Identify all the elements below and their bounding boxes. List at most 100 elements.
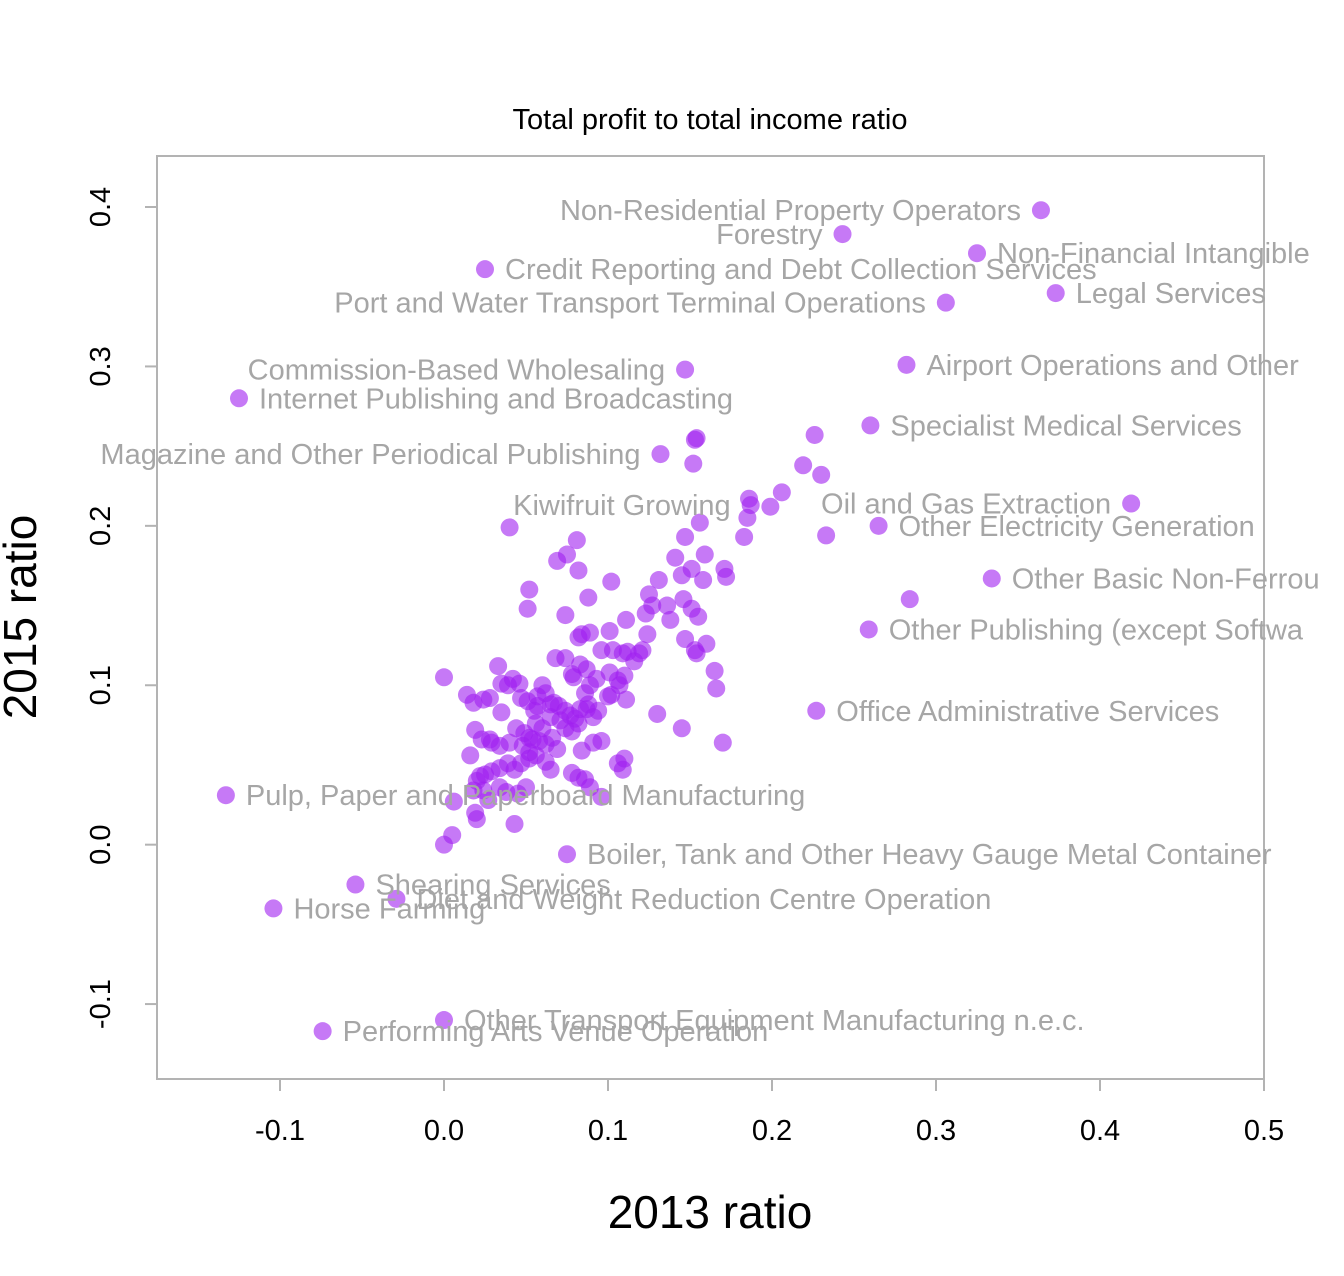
data-point <box>479 791 498 810</box>
data-point <box>689 607 708 626</box>
x-tick-label: -0.1 <box>255 1115 305 1147</box>
x-tick-label: 0.3 <box>916 1115 956 1147</box>
data-point <box>476 260 494 279</box>
point-label: Non-Financial Intangible <box>997 238 1310 270</box>
data-point <box>672 566 691 585</box>
data-point <box>638 625 657 644</box>
data-point <box>489 657 508 676</box>
point-label: Performing Arts Venue Operation <box>343 1016 769 1048</box>
data-point <box>592 787 611 806</box>
data-point <box>658 596 677 615</box>
data-point <box>649 571 668 590</box>
data-point <box>520 580 539 599</box>
data-point <box>690 513 709 532</box>
data-point <box>346 875 365 894</box>
data-point <box>735 527 754 546</box>
plot-frame <box>156 155 1265 1080</box>
data-point <box>707 679 726 698</box>
data-point <box>741 496 760 515</box>
point-label: Internet Publishing and Broadcasting <box>259 383 733 415</box>
data-point <box>812 465 831 484</box>
data-point <box>569 714 588 733</box>
point-label: Kiwifruit Growing <box>513 490 731 522</box>
y-axis-title: 2015 ratio <box>0 515 46 720</box>
data-point <box>897 355 916 374</box>
data-point <box>600 622 619 641</box>
point-label: Shearing Services <box>375 870 610 902</box>
data-point <box>684 454 703 473</box>
data-point <box>480 689 499 708</box>
data-point <box>859 620 878 639</box>
y-tick-label: 0.4 <box>85 187 117 227</box>
point-label: Other Transport Equipment Manufacturing … <box>464 1005 1085 1037</box>
data-point <box>1046 284 1065 303</box>
point-label: Boiler, Tank and Other Heavy Gauge Metal… <box>587 839 1272 871</box>
point-label: Magazine and Other Periodical Publishing <box>100 439 640 471</box>
data-point <box>444 792 463 811</box>
y-tick-label: 0.1 <box>85 665 117 705</box>
data-point <box>467 810 486 829</box>
data-points <box>216 201 1141 1041</box>
point-label: Horse Farming <box>293 893 485 925</box>
data-point <box>687 644 706 663</box>
x-tick-label: 0.2 <box>752 1115 792 1147</box>
point-labels: Non-Residential Property OperatorsForest… <box>100 195 1319 1048</box>
data-point <box>216 786 235 805</box>
point-label: Forestry <box>716 219 823 251</box>
data-point <box>461 746 480 765</box>
data-point <box>833 225 852 244</box>
data-point <box>648 704 667 723</box>
data-point <box>968 244 986 263</box>
data-point <box>518 599 537 618</box>
data-point <box>761 497 780 516</box>
data-point <box>713 733 732 752</box>
data-point <box>625 652 644 671</box>
point-label: Commission-Based Wholesaling <box>248 355 665 387</box>
data-point <box>676 527 695 546</box>
data-point <box>230 389 248 408</box>
data-point <box>512 689 531 708</box>
data-point <box>520 749 539 768</box>
data-point <box>705 661 724 680</box>
data-point <box>313 1022 332 1041</box>
x-tick-label: 0.0 <box>424 1115 464 1147</box>
data-point <box>772 483 791 502</box>
data-point <box>548 740 567 759</box>
x-axis: -0.1 0.0 0.1 0.2 0.3 0.4 0.5 <box>255 1079 1284 1147</box>
x-tick-label: 0.4 <box>1080 1115 1120 1147</box>
data-point <box>602 572 621 591</box>
data-point <box>558 845 576 864</box>
data-point <box>617 690 636 709</box>
point-label: Other Basic Non-Ferrou <box>1012 563 1320 595</box>
data-point <box>613 760 632 779</box>
data-point <box>617 610 636 629</box>
data-point <box>608 671 627 690</box>
data-point <box>558 545 576 564</box>
point-label: Non-Residential Property Operators <box>560 195 1021 227</box>
data-point <box>676 360 695 379</box>
y-axis: -0.1 0.0 0.1 0.2 0.3 0.4 <box>85 187 157 1029</box>
y-tick-label: 0.2 <box>85 506 117 546</box>
data-point <box>589 701 608 720</box>
data-point <box>694 571 713 590</box>
data-point <box>661 610 680 629</box>
data-point <box>651 445 670 464</box>
data-point <box>556 649 575 668</box>
data-point <box>817 526 836 545</box>
point-label: Diet and Weight Reduction Centre Operati… <box>416 884 991 916</box>
point-label: Pulp, Paper and Paperboard Manufacturing <box>246 780 805 812</box>
data-point <box>794 456 813 475</box>
data-point <box>564 668 583 687</box>
data-point <box>695 545 714 564</box>
data-point <box>505 814 524 833</box>
data-point <box>869 516 888 535</box>
data-point <box>492 703 511 722</box>
data-point <box>541 760 560 779</box>
data-point <box>717 567 736 586</box>
point-label: Port and Water Transport Terminal Operat… <box>334 288 926 320</box>
data-point <box>510 674 529 693</box>
data-point <box>936 293 955 312</box>
data-point <box>672 719 691 738</box>
data-point <box>687 429 706 448</box>
